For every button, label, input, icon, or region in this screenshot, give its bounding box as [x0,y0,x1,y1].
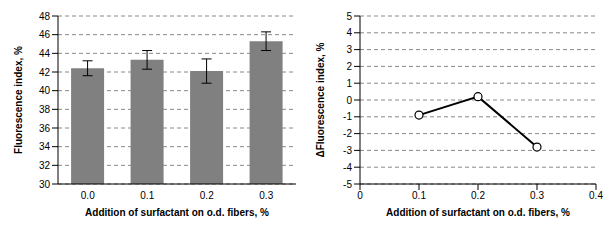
svg-text:0: 0 [346,95,352,106]
svg-text:0.1: 0.1 [140,190,154,201]
svg-text:Addition of surfactant on o.d.: Addition of surfactant on o.d. fibers, % [386,207,570,218]
svg-text:Addition of surfactant on o.d.: Addition of surfactant on o.d. fibers, % [85,207,269,218]
svg-text:5: 5 [346,11,352,22]
svg-text:0: 0 [357,190,363,201]
svg-text:44: 44 [39,48,51,59]
svg-text:0.4: 0.4 [589,190,603,201]
svg-text:0.3: 0.3 [530,190,544,201]
svg-text:0.1: 0.1 [412,190,426,201]
svg-text:0.2: 0.2 [471,190,485,201]
svg-text:32: 32 [39,160,51,171]
svg-text:3: 3 [346,44,352,55]
svg-text:30: 30 [39,179,51,190]
svg-text:-3: -3 [343,145,352,156]
svg-text:36: 36 [39,123,51,134]
svg-text:-1: -1 [343,111,352,122]
svg-text:46: 46 [39,29,51,40]
svg-text:0.2: 0.2 [200,190,214,201]
svg-text:0.3: 0.3 [259,190,273,201]
svg-text:4: 4 [346,27,352,38]
svg-text:48: 48 [39,11,51,22]
svg-text:ΔFluorescence index, %: ΔFluorescence index, % [315,42,326,157]
svg-text:42: 42 [39,67,51,78]
svg-text:-5: -5 [343,179,352,190]
svg-text:40: 40 [39,85,51,96]
svg-text:2: 2 [346,61,352,72]
svg-text:-4: -4 [343,162,352,173]
svg-text:-2: -2 [343,128,352,139]
svg-text:Fluorescence index, %: Fluorescence index, % [13,46,24,154]
svg-text:38: 38 [39,104,51,115]
svg-text:0.0: 0.0 [81,190,95,201]
svg-text:34: 34 [39,141,51,152]
svg-text:1: 1 [346,78,352,89]
